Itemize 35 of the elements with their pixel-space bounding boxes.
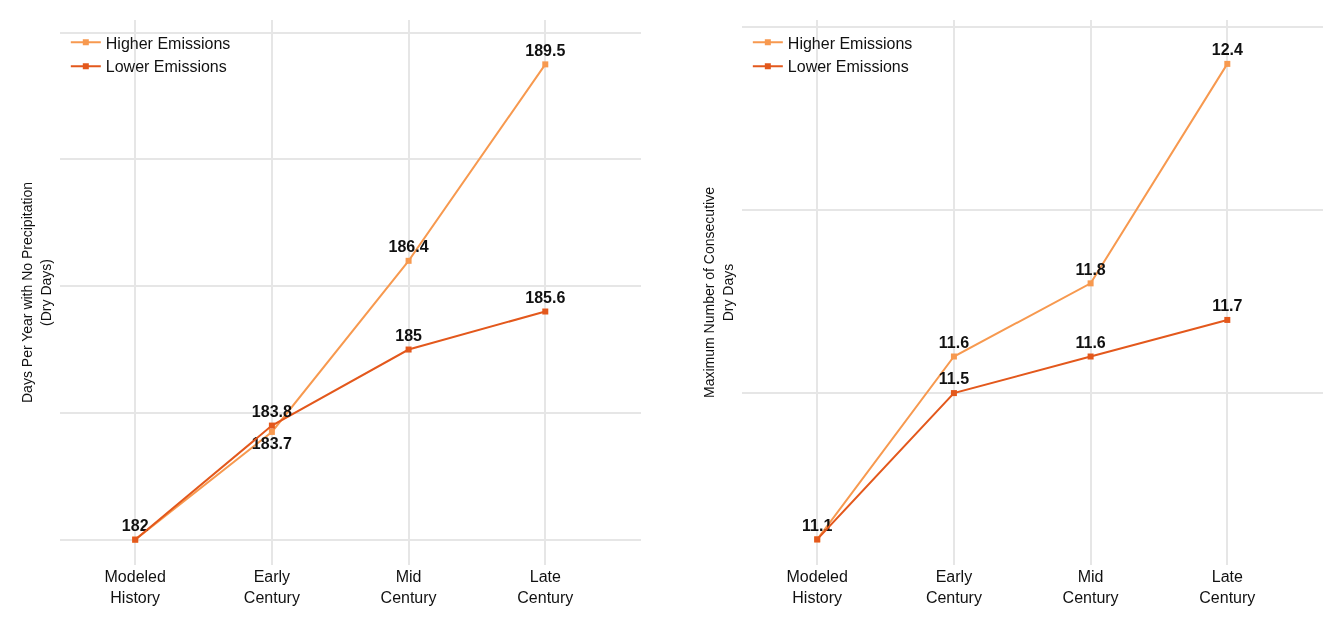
point [542, 61, 549, 68]
point [1224, 60, 1231, 67]
point [1087, 353, 1094, 360]
point [405, 346, 412, 353]
point [1087, 280, 1094, 287]
x-tick-label: Mid Century [380, 568, 437, 606]
data-label: 12.4 [1211, 41, 1243, 59]
point [268, 422, 275, 429]
data-label: 182 [121, 516, 149, 534]
x-tick-label: Modeled History [104, 568, 166, 606]
x-tick-label: Early Century [243, 568, 300, 606]
point [268, 428, 275, 435]
data-label: 11.6 [1075, 333, 1106, 351]
x-tick-label: Mid Century [1062, 568, 1119, 606]
data-label: 11.7 [1212, 297, 1243, 315]
legend-label: Higher Emissions [105, 34, 231, 52]
point [542, 308, 549, 315]
data-label: 185 [395, 326, 423, 344]
data-label: 185.6 [525, 288, 566, 306]
x-tick-label: Late Century [517, 568, 574, 606]
y-axis-title: Maximum Number of Consecutive Dry Days [701, 186, 736, 398]
legend-label: Lower Emissions [105, 58, 227, 76]
y-axis-title: Days Per Year with No Precipitation (Dry Days) [19, 182, 54, 403]
legend-label: Higher Emissions [787, 34, 913, 52]
x-tick-label: Early Century [925, 568, 982, 606]
data-label: 189.5 [525, 41, 566, 59]
x-tick-label: Modeled History [786, 568, 848, 606]
point [950, 390, 957, 397]
x-tick-label: Late Century [1199, 568, 1256, 606]
data-label: 11.5 [938, 370, 970, 388]
point [1224, 316, 1231, 323]
point [405, 257, 412, 264]
data-label: 11.6 [938, 333, 970, 351]
point [950, 353, 957, 360]
legend-label: Lower Emissions [787, 58, 909, 76]
